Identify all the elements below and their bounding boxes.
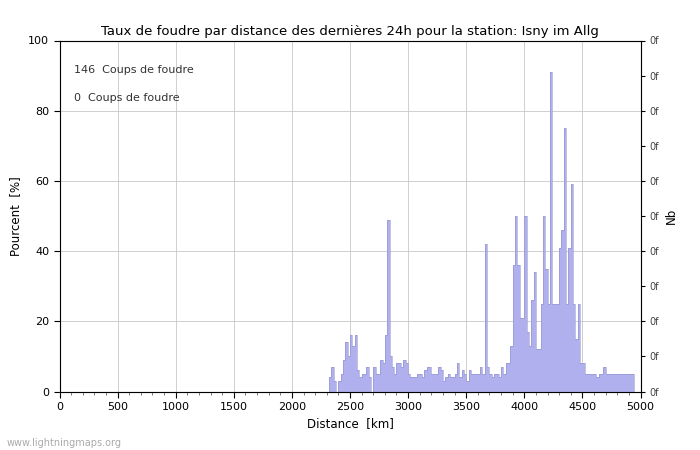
Legend: Taux de foudre Isny im Allg, Total foudre: Taux de foudre Isny im Allg, Total foudr… (203, 446, 497, 450)
Title: Taux de foudre par distance des dernières 24h pour la station: Isny im Allg: Taux de foudre par distance des dernière… (101, 25, 599, 38)
Y-axis label: Pourcent  [%]: Pourcent [%] (10, 176, 22, 256)
Y-axis label: Nb: Nb (664, 208, 678, 224)
X-axis label: Distance  [km]: Distance [km] (307, 418, 393, 431)
Text: www.lightningmaps.org: www.lightningmaps.org (7, 438, 122, 448)
Text: 146  Coups de foudre: 146 Coups de foudre (74, 65, 194, 75)
Text: 0  Coups de foudre: 0 Coups de foudre (74, 93, 180, 103)
